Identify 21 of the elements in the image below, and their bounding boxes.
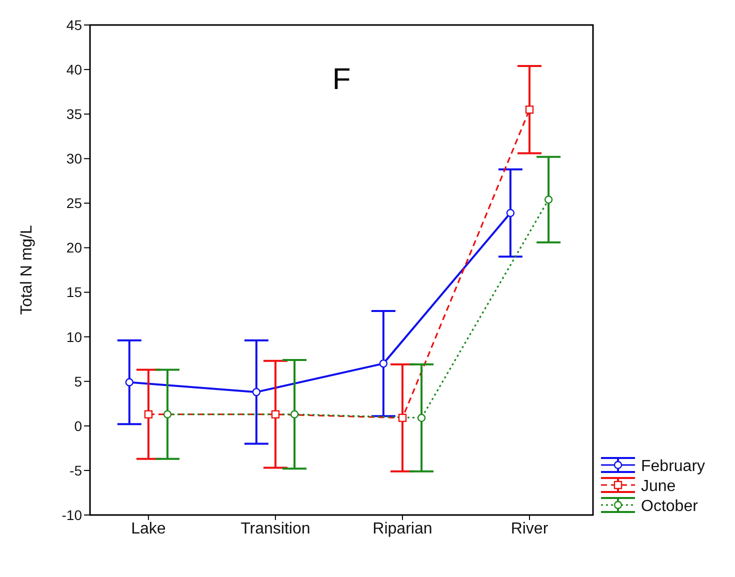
y-tick-label: 35: [66, 106, 82, 122]
y-tick-label: 0: [74, 418, 82, 434]
legend-label: February: [641, 458, 706, 475]
y-tick-label: 5: [74, 373, 82, 390]
y-axis-title: Total N mg/L: [18, 224, 36, 315]
y-tick-label: -10: [62, 506, 82, 523]
x-tick-label: Lake: [131, 520, 166, 538]
x-tick-label: River: [510, 520, 549, 538]
y-tick-label: 15: [66, 284, 82, 300]
y-tick-label: 30: [66, 150, 82, 167]
x-tick-label: Transition: [240, 520, 310, 538]
legend-label: June: [641, 478, 676, 495]
y-tick-label: 45: [66, 16, 82, 33]
y-tick-label: 40: [66, 62, 82, 78]
y-tick-label: 25: [66, 195, 82, 212]
y-tick-label: 20: [66, 240, 82, 256]
legend-label: October: [641, 498, 699, 515]
text: F: [332, 63, 351, 96]
y-tick-label: 10: [66, 328, 82, 345]
y-tick-label: -5: [70, 462, 82, 478]
x-tick-label: Riparian: [372, 520, 432, 538]
